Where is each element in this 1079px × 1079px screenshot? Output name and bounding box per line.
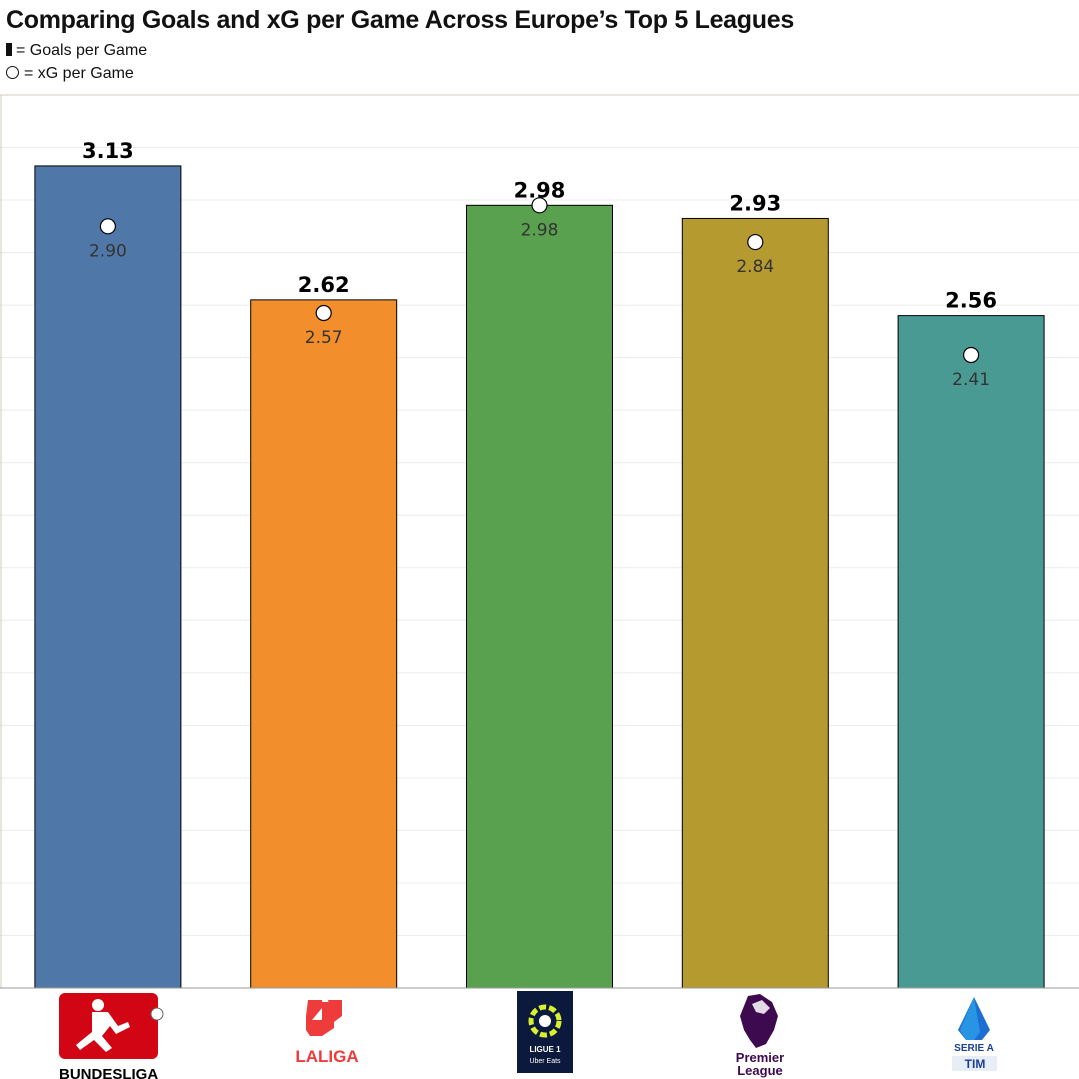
xg-marker-laliga	[315, 304, 332, 322]
xg-label-bundesliga: 2.90	[89, 241, 127, 261]
serie-a-logo: SERIE A TIM	[952, 997, 997, 1071]
labels-group: 3.13 2.90 2.62 2.57 2.98 2.98 2.93 2.84 2.56 2.41	[82, 139, 997, 390]
legend-goals-label: = Goals per Game	[16, 42, 148, 59]
svg-text:BUNDESLIGA: BUNDESLIGA	[59, 1066, 158, 1079]
svg-text:Uber Eats: Uber Eats	[529, 1058, 561, 1065]
xg-markers-group	[99, 197, 980, 364]
svg-text:Premier: Premier	[736, 1050, 784, 1065]
bar-bundesliga	[34, 165, 182, 989]
xg-label-ligue-1: 2.98	[521, 220, 559, 240]
xg-marker-bundesliga	[99, 218, 117, 235]
xg-label-serie-a: 2.41	[952, 370, 990, 390]
bar-premier-league	[681, 217, 829, 989]
svg-text:SERIE A: SERIE A	[954, 1043, 994, 1054]
bundesliga-logo: BUNDESLIGA	[59, 993, 164, 1079]
svg-text:LIGUE 1: LIGUE 1	[529, 1045, 561, 1054]
xg-marker-serie-a	[962, 346, 980, 364]
bar-ligue-1	[466, 204, 613, 989]
xg-label-premier-league: 2.84	[736, 257, 774, 277]
xg-marker-ligue-1	[531, 197, 548, 214]
bars-group	[34, 165, 1045, 989]
bar-legend-icon	[6, 43, 12, 56]
xg-label-laliga: 2.57	[305, 328, 343, 348]
legend-xg: = xG per Game	[6, 65, 134, 83]
legend-goals: = Goals per Game	[6, 42, 147, 60]
goals-label-serie-a: 2.56	[945, 289, 997, 313]
bar-laliga	[250, 299, 398, 989]
ligue1-logo: LIGUE 1 Uber Eats	[517, 991, 573, 1073]
svg-text:TIM: TIM	[965, 1057, 986, 1071]
premier-league-logo: Premier League	[736, 994, 784, 1078]
goals-label-laliga: 2.62	[298, 273, 350, 297]
xg-marker-premier-league	[747, 233, 764, 251]
goals-label-premier-league: 2.93	[729, 191, 781, 215]
chart-title: Comparing Goals and xG per Game Across E…	[6, 6, 794, 34]
laliga-logo: LALIGA	[295, 1000, 359, 1066]
goals-label-ligue-1: 2.98	[514, 178, 566, 202]
bar-serie-a	[897, 315, 1045, 989]
goals-label-bundesliga: 3.13	[82, 139, 134, 163]
legend-xg-label: = xG per Game	[24, 65, 134, 82]
circle-legend-icon	[6, 66, 19, 79]
svg-text:LALIGA: LALIGA	[295, 1047, 358, 1066]
svg-text:League: League	[737, 1063, 783, 1078]
